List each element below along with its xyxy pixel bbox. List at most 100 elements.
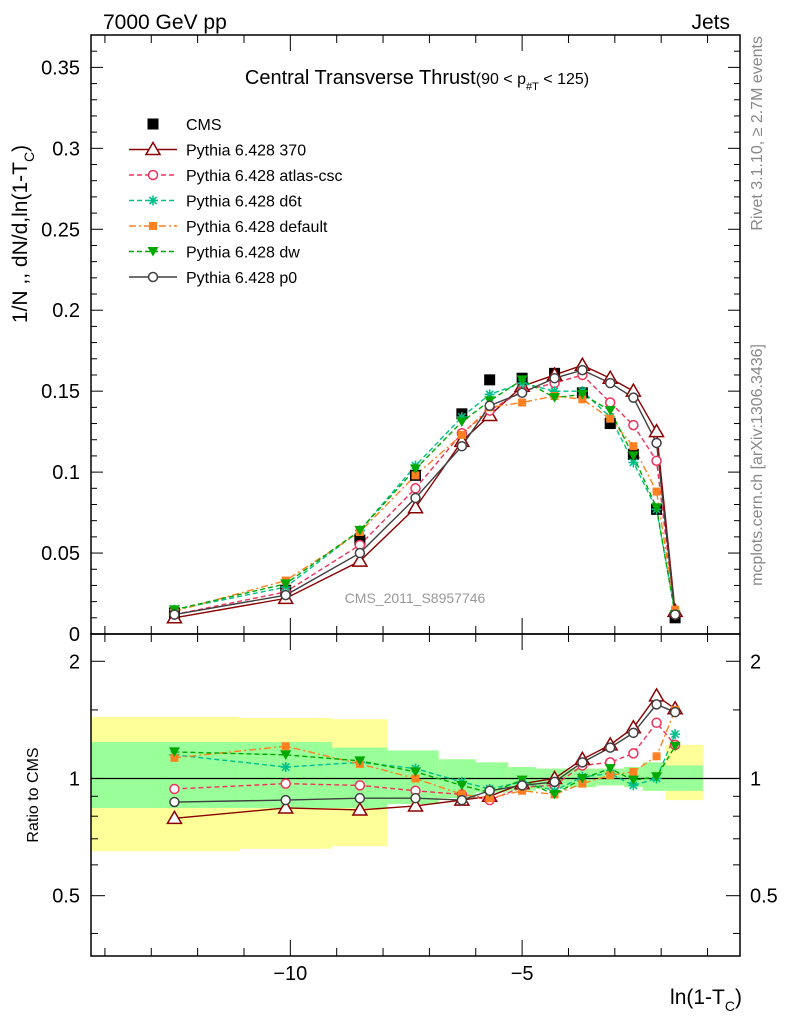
main-y-axis-label-sub: C (21, 152, 37, 162)
main-point-pythia-6-428-d6t (628, 457, 639, 468)
ratio-point-pythia-6-428-default (518, 786, 527, 795)
main-point-pythia-6-428-default (652, 487, 661, 496)
main-point-pythia-6-428-default (457, 430, 466, 439)
main-point-pythia-6-428-p0 (410, 492, 421, 504)
ratio-point-pythia-6-428-dw (168, 747, 180, 757)
ratio-point-pythia-6-428-d6t (280, 762, 291, 773)
ratio-point-pythia-6-428-p0 (604, 742, 616, 753)
main-point-pythia-6-428-370 (648, 423, 665, 438)
main-point-pythia-6-428-dw (516, 375, 528, 385)
main-point-pythia-6-428-p0 (651, 437, 662, 449)
ratio-x-tick-label: −10 (273, 963, 307, 985)
main-chart-title-cut-end: < 125) (539, 71, 589, 88)
ratio-point-pythia-6-428-p0 (410, 792, 421, 804)
ratio-point-pythia-6-428-default (578, 779, 587, 788)
main-point-pythia-6-428-370 (351, 552, 369, 567)
main-y-tick-label: 0.3 (52, 138, 80, 160)
ratio-point-pythia-6-428-d6t (628, 780, 639, 791)
main-y-zero-label: 0 (69, 624, 80, 646)
ratio-series-markers (166, 687, 684, 825)
ratio-point-pythia-6-428-p0 (280, 794, 291, 806)
ratio-point-pythia-6-428-dw (627, 775, 639, 786)
main-y-tick-label: 0.15 (41, 381, 80, 403)
ratio-point-pythia-6-428-370 (407, 797, 424, 812)
legend-marker (147, 169, 159, 181)
main-point-pythia-6-428-atlas-csc (604, 397, 616, 408)
main-line-pythia-6-428-370 (174, 364, 676, 619)
header-jets-label: Jets (691, 11, 730, 34)
legend-marker (147, 247, 159, 257)
legend-entry: CMS (186, 117, 222, 134)
ratio-point-pythia-6-428-atlas-csc (651, 717, 662, 729)
main-point-pythia-6-428-dw (604, 406, 616, 416)
analysis-watermark: CMS_2011_S8957746 (345, 590, 486, 606)
ratio-axis-ticks: −10 −5 0.5 0.5 1 1 2 2 (52, 634, 778, 985)
main-point-pythia-6-428-dw (410, 464, 421, 474)
main-point-pythia-6-428-p0 (628, 392, 639, 403)
ratio-point-pythia-6-428-370 (277, 799, 295, 814)
main-point-pythia-6-428-dw (576, 389, 588, 400)
rivet-version-label: Rivet 3.1.10, ≥ 2.7M events (749, 36, 766, 231)
ratio-y-tick-label-right: 2 (750, 651, 761, 673)
legend-entry: Pythia 6.428 370 (186, 143, 306, 160)
ratio-point-pythia-6-428-370 (166, 809, 183, 825)
ratio-point-pythia-6-428-p0 (516, 780, 528, 791)
ratio-y-tick-label: 2 (69, 651, 80, 673)
legend-marker (149, 222, 157, 230)
legend: CMS Pythia 6.428 370 Pythia 6.428 atlas-cs… (129, 117, 343, 287)
main-point-pythia-6-428-dw (354, 525, 366, 536)
ratio-point-pythia-6-428-p0 (577, 757, 588, 768)
main-chart-title-cut: (90 < p (476, 71, 526, 88)
ratio-x-tick-label: −5 (511, 963, 534, 985)
ratio-point-pythia-6-428-atlas-csc (628, 748, 639, 759)
main-series-markers (166, 356, 684, 624)
ratio-point-pythia-6-428-dw (354, 756, 366, 766)
legend-entry: Pythia 6.428 atlas-csc (186, 168, 343, 185)
ratio-panel: −10 −5 0.5 0.5 1 1 2 2 Ratio to CMS ln(1-TC) (25, 633, 778, 1014)
ratio-point-pythia-6-428-p0 (651, 699, 662, 710)
legend-marker (144, 141, 162, 156)
main-point-pythia-6-428-p0 (354, 547, 366, 559)
legend-entry: Pythia 6.428 p0 (186, 270, 297, 287)
ratio-point-pythia-6-428-default (652, 752, 661, 761)
ratio-point-pythia-6-428-dw (669, 741, 681, 752)
ratio-uncertainty-bands (91, 716, 703, 852)
x-axis-label-end: ) (735, 986, 742, 1009)
ratio-band-green (91, 742, 240, 808)
main-chart-title: Central Transverse Thrust(90 < p#T < 125… (245, 67, 589, 93)
main-point-pythia-6-428-p0 (516, 387, 528, 399)
main-point-cms (604, 418, 616, 430)
ratio-point-pythia-6-428-default (606, 771, 615, 780)
x-axis-label: ln(1-TC) (670, 986, 742, 1014)
ratio-point-pythia-6-428-default (411, 774, 420, 783)
legend-marker (147, 118, 159, 130)
main-point-pythia-6-428-default (629, 442, 638, 451)
ratio-point-pythia-6-428-atlas-csc (280, 778, 291, 789)
main-point-pythia-6-428-p0 (456, 440, 468, 452)
ratio-point-pythia-6-428-370 (648, 687, 665, 702)
ratio-point-pythia-6-428-p0 (669, 706, 681, 718)
ratio-plot-frame (90, 633, 741, 957)
main-chart-title-text: Central Transverse Thrust (245, 67, 476, 89)
main-point-pythia-6-428-370 (407, 499, 424, 514)
main-chart-title-cut-sub: #T (526, 81, 539, 93)
ratio-point-pythia-6-428-default (281, 742, 290, 751)
ratio-point-pythia-6-428-dw (410, 767, 421, 777)
main-point-pythia-6-428-atlas-csc (651, 455, 662, 467)
main-y-axis-label-end: ) (9, 145, 32, 152)
main-point-pythia-6-428-atlas-csc (628, 419, 639, 431)
ratio-point-pythia-6-428-default (485, 794, 494, 803)
ratio-point-pythia-6-428-d6t (670, 729, 681, 740)
main-point-pythia-6-428-default (606, 414, 615, 423)
main-point-pythia-6-428-default (411, 471, 420, 480)
main-point-pythia-6-428-p0 (169, 609, 180, 620)
main-point-pythia-6-428-dw (549, 393, 561, 403)
main-point-pythia-6-428-atlas-csc (410, 483, 421, 494)
main-axis-ticks: 0.05 0.1 0.15 0.2 0.25 0.3 0.35 0 (41, 35, 740, 646)
main-y-axis-label: 1/N ,, dN/d,ln(1-TC) (9, 145, 37, 323)
ratio-point-pythia-6-428-default (629, 767, 638, 776)
ratio-y-tick-label: 0.5 (52, 886, 80, 908)
main-y-tick-label: 0.2 (52, 300, 80, 322)
main-point-pythia-6-428-p0 (280, 589, 291, 601)
